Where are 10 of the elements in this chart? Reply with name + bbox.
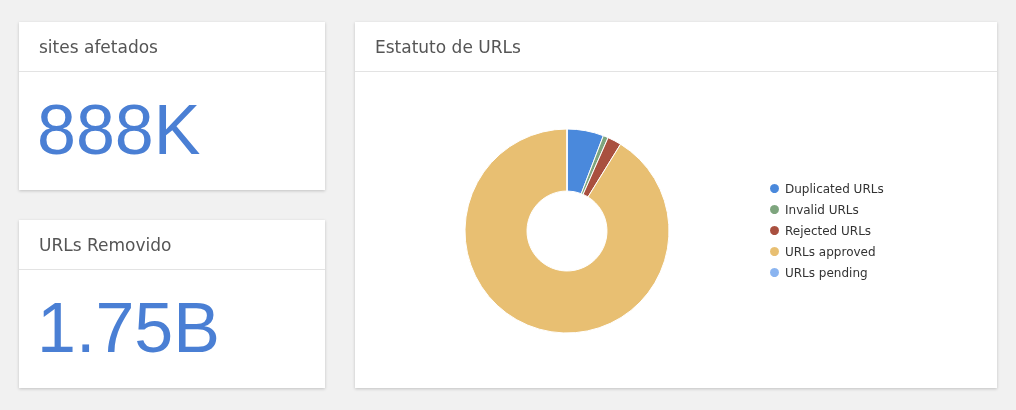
legend-label: URLs pending xyxy=(785,265,868,280)
text: 1.75B xyxy=(36,288,221,369)
text: sites afetados xyxy=(19,22,325,72)
chart-title: Estatuto de URLs xyxy=(355,22,997,72)
legend-label: Duplicated URLs xyxy=(785,181,884,196)
legend-label: URLs approved xyxy=(785,244,876,259)
text: URLs Removido xyxy=(19,220,325,270)
legend-label: Rejected URLs xyxy=(785,223,872,238)
text: 888K xyxy=(36,90,202,171)
legend-label: Invalid URLs xyxy=(785,202,859,217)
